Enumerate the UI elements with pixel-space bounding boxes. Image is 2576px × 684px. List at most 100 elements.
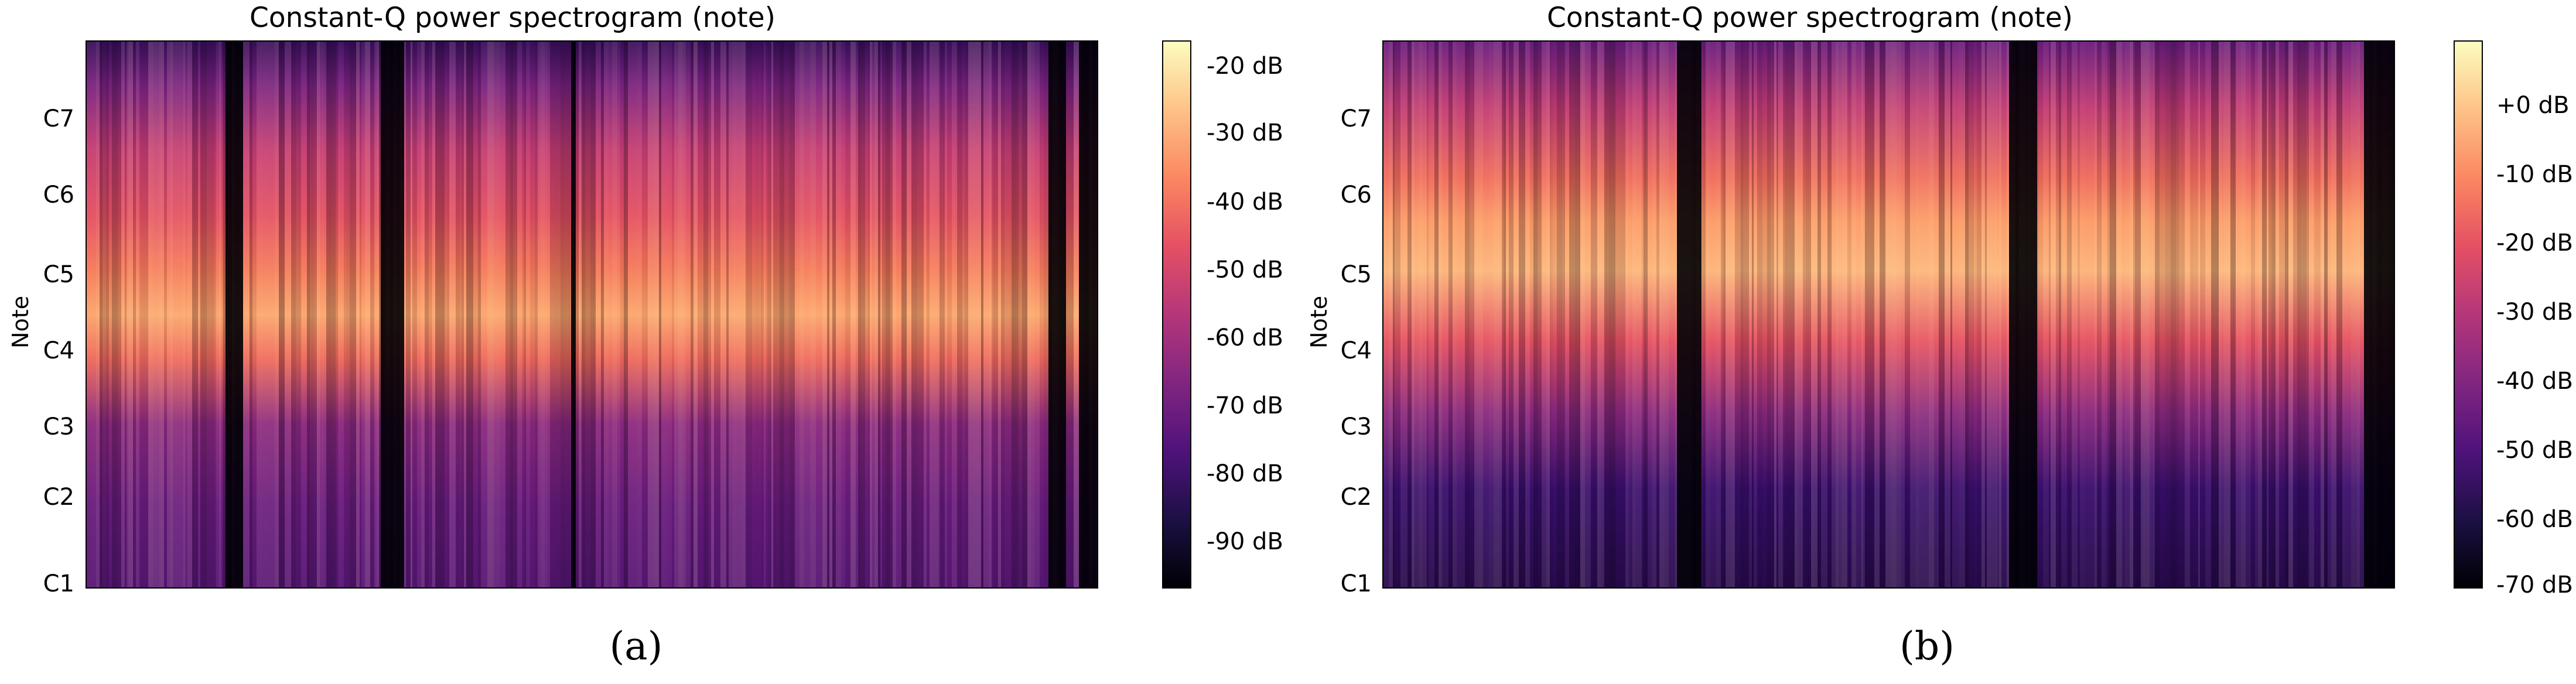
spectrogram-column (2107, 41, 2110, 588)
silent-column (1677, 41, 1702, 588)
spectrogram-column (1656, 41, 1659, 588)
spectrogram-column (2297, 41, 2301, 588)
spectrogram-column (435, 41, 441, 588)
spectrogram-column (2133, 41, 2135, 588)
spectrogram-column (1771, 41, 1774, 588)
y-axis-label: Note (1306, 296, 1332, 348)
spectrogram-column (1009, 41, 1012, 588)
spectrogram-column (1012, 41, 1016, 588)
spectrogram-column (784, 41, 788, 588)
spectrogram-column (585, 41, 590, 588)
spectrogram-column (1494, 41, 1499, 588)
spectrogram-column (541, 41, 545, 588)
spectrogram-column (2345, 41, 2348, 588)
spectrogram-column (1442, 41, 1448, 588)
spectrogram-column (1530, 41, 1533, 588)
spectrogram-column (1752, 41, 1754, 588)
spectrogram-column (545, 41, 548, 588)
spectrogram-column (856, 41, 858, 588)
spectrogram-column (356, 41, 360, 588)
spectrogram-column (938, 41, 939, 588)
spectrogram-column (1969, 41, 1974, 588)
spectrogram-column (1916, 41, 1919, 588)
spectrogram-column (1415, 41, 1418, 588)
spectrogram-column (2357, 41, 2360, 588)
colorbar-tick-label: -40 dB (1207, 189, 1283, 216)
spectrogram-column (691, 41, 693, 588)
spectrogram-column (1600, 41, 1602, 588)
spectrogram-column (513, 41, 517, 588)
spectrogram-column (962, 41, 965, 588)
spectrogram-column (1418, 41, 1420, 588)
y-tick-label: C6 (1341, 182, 1372, 208)
y-tick-label: C2 (1341, 484, 1372, 511)
spectrogram-column (968, 41, 975, 588)
spectrogram-column (301, 41, 307, 588)
spectrogram-column (326, 41, 332, 588)
spectrogram-column (790, 41, 795, 588)
spectrogram-column (1665, 41, 1669, 588)
spectrogram-column (829, 41, 832, 588)
spectrogram-column (112, 41, 118, 588)
spectrogram-column (1910, 41, 1916, 588)
spectrogram-column (2043, 41, 2049, 588)
spectrogram-column (845, 41, 850, 588)
spectrogram-column (1726, 41, 1731, 588)
spectrogram-column (1891, 41, 1897, 588)
spectrogram-column (2246, 41, 2251, 588)
spectrogram-column (2155, 41, 2160, 588)
spectrogram-column (136, 41, 139, 588)
spectrogram-column (893, 41, 896, 588)
spectrogram-column (2080, 41, 2085, 588)
plot-frame (1382, 40, 2395, 589)
spectrogram-column (634, 41, 637, 588)
spectrogram-background (86, 41, 1098, 588)
spectrogram-column (510, 41, 513, 588)
spectrogram-column (2288, 41, 2293, 588)
spectrogram-column (2150, 41, 2155, 588)
spectrogram-column (167, 41, 170, 588)
y-tick-label: C2 (43, 484, 74, 511)
spectrogram-column (861, 41, 865, 588)
spectrogram-column (1569, 41, 1575, 588)
spectrogram-column (1550, 41, 1553, 588)
spectrogram-column (2342, 41, 2345, 588)
spectrogram-column (1762, 41, 1767, 588)
spectrogram-column (1815, 41, 1817, 588)
spectrogram-column (412, 41, 417, 588)
spectrogram-column (320, 41, 324, 588)
spectrogram-column (1585, 41, 1591, 588)
spectrogram-column (2176, 41, 2179, 588)
spectrogram-column (2095, 41, 2097, 588)
spectrogram-column (1470, 41, 1474, 588)
colorbar-tick-label: -20 dB (2496, 230, 2573, 256)
spectrogram-column (1778, 41, 1783, 588)
silent-column (381, 41, 404, 588)
spectrogram-column (200, 41, 207, 588)
spectrogram-column (524, 41, 526, 588)
spectrogram-column (2276, 41, 2279, 588)
chart-title: Constant-Q power spectrogram (note) (1547, 2, 2073, 34)
y-axis: Note C1 C2 C3 C4 C5 C6 C7 (8, 105, 74, 597)
spectrogram-column (1602, 41, 1604, 588)
colorbar-gradient (1162, 40, 1191, 589)
spectrogram-column (1019, 41, 1022, 588)
spectrogram-column (2165, 41, 2171, 588)
spectrogram-column (590, 41, 596, 588)
spectrogram-column (310, 41, 315, 588)
spectrogram-column (473, 41, 478, 588)
spectrogram-column (2314, 41, 2321, 588)
spectrogram-column (425, 41, 429, 588)
spectrogram-column (2130, 41, 2133, 588)
spectrogram-column (1897, 41, 1901, 588)
spectrogram-column (604, 41, 609, 588)
spectrogram-column (2211, 41, 2217, 588)
spectrogram-column (2251, 41, 2255, 588)
spectrogram-column (2190, 41, 2194, 588)
spectrogram-column (1562, 41, 1565, 588)
spectrogram-column (128, 41, 133, 588)
spectrogram-column (173, 41, 176, 588)
spectrogram-column (1851, 41, 1856, 588)
spectrogram-column (374, 41, 377, 588)
spectrogram-column (1929, 41, 1934, 588)
